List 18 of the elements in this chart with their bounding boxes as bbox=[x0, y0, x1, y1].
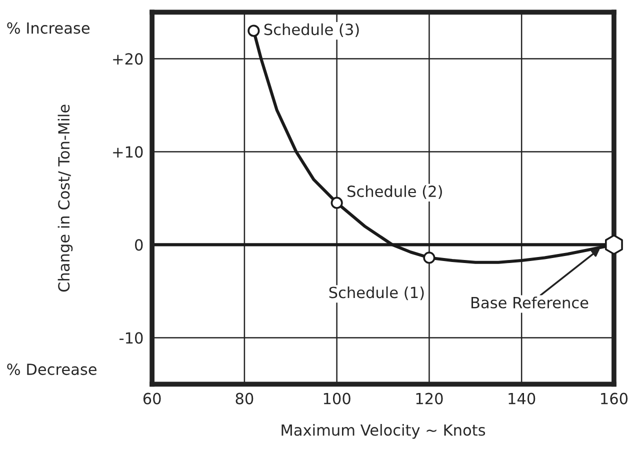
x-axis-title: Maximum Velocity ~ Knots bbox=[282, 424, 486, 439]
y-axis-title: Change in Cost/ Ton-Mile bbox=[58, 104, 73, 292]
annotation: Schedule (1) bbox=[329, 286, 424, 300]
annotation: Schedule (3) bbox=[264, 23, 359, 38]
text: % Decrease bbox=[7, 364, 96, 376]
x-tick-label: 160 bbox=[601, 392, 628, 404]
y-tick-label: +10 bbox=[113, 146, 143, 158]
y-tick-label: +20 bbox=[113, 53, 143, 65]
x-tick-label: 60 bbox=[143, 392, 161, 404]
annotation: Schedule (2) bbox=[348, 185, 442, 199]
x-tick-label: 80 bbox=[236, 392, 254, 404]
y-tick-label: -10 bbox=[120, 332, 143, 344]
x-tick-label: 140 bbox=[508, 392, 536, 404]
annotation: Base Reference bbox=[472, 296, 588, 308]
text: % Increase bbox=[7, 22, 90, 34]
x-tick-label: 100 bbox=[324, 392, 350, 404]
x-tick-label: 120 bbox=[416, 392, 443, 404]
y-tick-label: 0 bbox=[135, 239, 143, 251]
